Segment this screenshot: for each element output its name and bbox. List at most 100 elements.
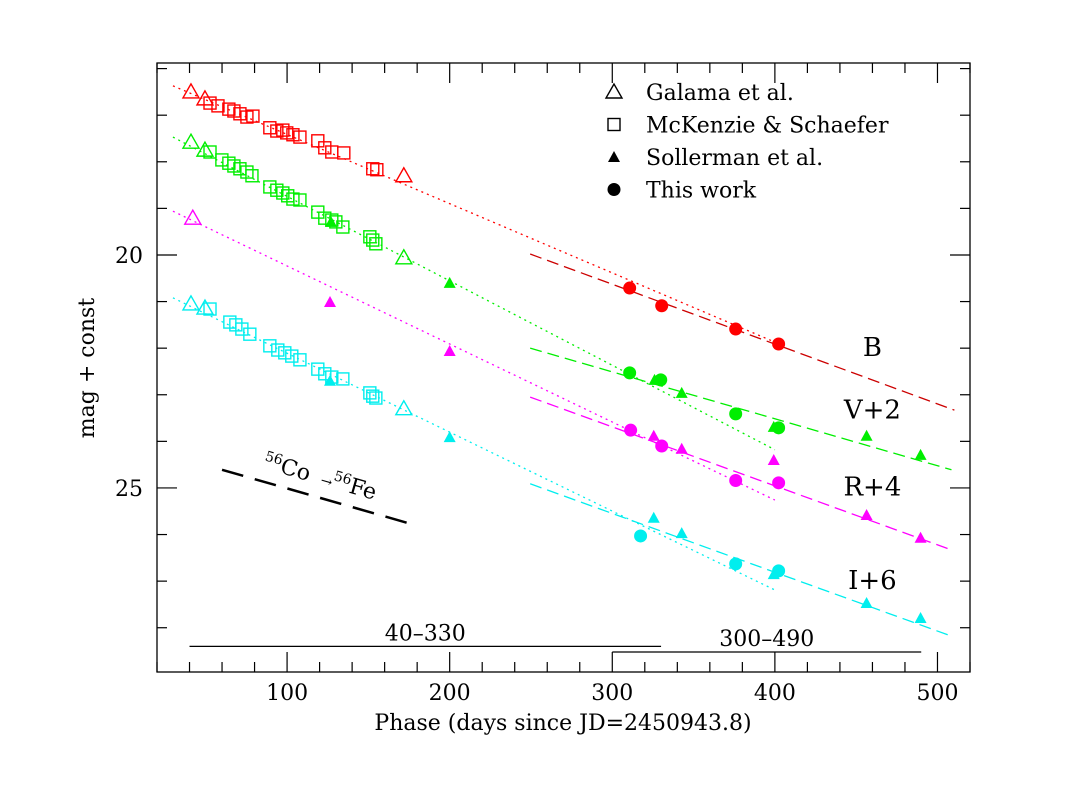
data-point (366, 233, 380, 247)
data-point (195, 89, 215, 106)
data-point (263, 339, 277, 353)
data-point (293, 193, 307, 207)
range-label: 40–330 (385, 621, 466, 646)
legend-marker (604, 82, 624, 99)
data-point (240, 165, 254, 179)
legend-marker (607, 117, 621, 132)
data-point (772, 421, 786, 435)
data-point (914, 531, 927, 543)
data-point (324, 296, 337, 308)
data-point (370, 163, 384, 177)
data-point (860, 508, 873, 520)
legend-label: Sollerman et al. (646, 146, 823, 171)
data-point (181, 294, 201, 311)
data-point (222, 102, 236, 116)
data-point (285, 349, 299, 363)
data-point (860, 597, 873, 609)
fit-line-dotted (172, 136, 776, 451)
data-point (914, 611, 927, 623)
data-point (729, 557, 743, 571)
data-point (443, 276, 456, 288)
data-point (222, 156, 236, 170)
band-label: V+2 (843, 396, 901, 426)
data-point (443, 431, 456, 443)
data-point (366, 389, 380, 403)
data-point (675, 527, 688, 539)
data-point (337, 146, 351, 160)
fit-line-dotted (172, 210, 776, 501)
band-label: B (863, 333, 882, 363)
data-point (914, 448, 927, 460)
data-point (233, 162, 247, 176)
legend-marker (608, 151, 620, 162)
data-point (271, 343, 285, 357)
decay-arrow: → (319, 473, 335, 492)
data-point (243, 327, 257, 341)
data-point (211, 99, 225, 113)
legend: Galama et al. McKenzie & Schaefer Sollerma… (604, 81, 889, 204)
axes: 100 200 300 400 500 20 25 (115, 62, 971, 706)
data-point (181, 82, 201, 99)
range-label: 300–490 (719, 627, 814, 652)
fit-line-dotted (172, 85, 776, 343)
data-point (767, 453, 780, 465)
data-point (729, 407, 743, 421)
data-point (729, 322, 743, 336)
data-point (366, 162, 380, 176)
data-point (278, 346, 292, 360)
x-tick-label: 100 (266, 681, 308, 706)
data-point (245, 169, 259, 183)
data-point (324, 374, 337, 386)
data-point (624, 423, 638, 437)
data-point (655, 439, 669, 453)
data-point (394, 166, 414, 183)
data-point (772, 337, 786, 351)
data-point (318, 141, 332, 155)
data-point (215, 153, 229, 167)
data-point (394, 248, 414, 265)
legend-label: Galama et al. (646, 81, 794, 106)
data-point (729, 473, 743, 487)
data-point (623, 366, 637, 380)
data-point (324, 215, 337, 227)
band-label: R+4 (843, 473, 901, 503)
y-tick-label: 20 (115, 244, 143, 269)
data-point (675, 386, 688, 398)
band-label: I+6 (848, 566, 897, 596)
data-point (276, 123, 290, 137)
decay-reference (221, 468, 415, 526)
x-axis-label: Phase (days since JD=2450943.8) (374, 711, 751, 736)
data-point (263, 180, 277, 194)
legend-label: This work (646, 179, 757, 204)
fit-line-dashed (529, 396, 952, 551)
legend-marker (607, 183, 621, 196)
decay-label: 56Co →56Fe (260, 449, 379, 506)
plot-frame (156, 62, 971, 673)
data-point (394, 399, 414, 416)
data-point (634, 529, 648, 543)
data-point (647, 429, 660, 441)
data-point (203, 96, 217, 110)
data-point (183, 208, 202, 225)
decay-element1: Co (278, 454, 314, 486)
data-point (263, 121, 277, 135)
data-point (235, 322, 249, 336)
decay-slope-line (221, 468, 415, 526)
fit-line-dashed (529, 347, 952, 471)
data-point (647, 511, 660, 523)
data-point (772, 564, 786, 578)
data-point (311, 134, 325, 148)
data-point (318, 367, 332, 381)
fit-line-dashed (529, 253, 955, 411)
data-point (203, 302, 217, 316)
data-point (286, 192, 300, 206)
decay-mass2: 56 (332, 468, 354, 488)
data-point (654, 373, 668, 387)
data-point (860, 429, 873, 441)
data-point (246, 109, 260, 123)
data-point (369, 237, 383, 251)
data-point (203, 145, 217, 159)
data-point (443, 344, 456, 356)
